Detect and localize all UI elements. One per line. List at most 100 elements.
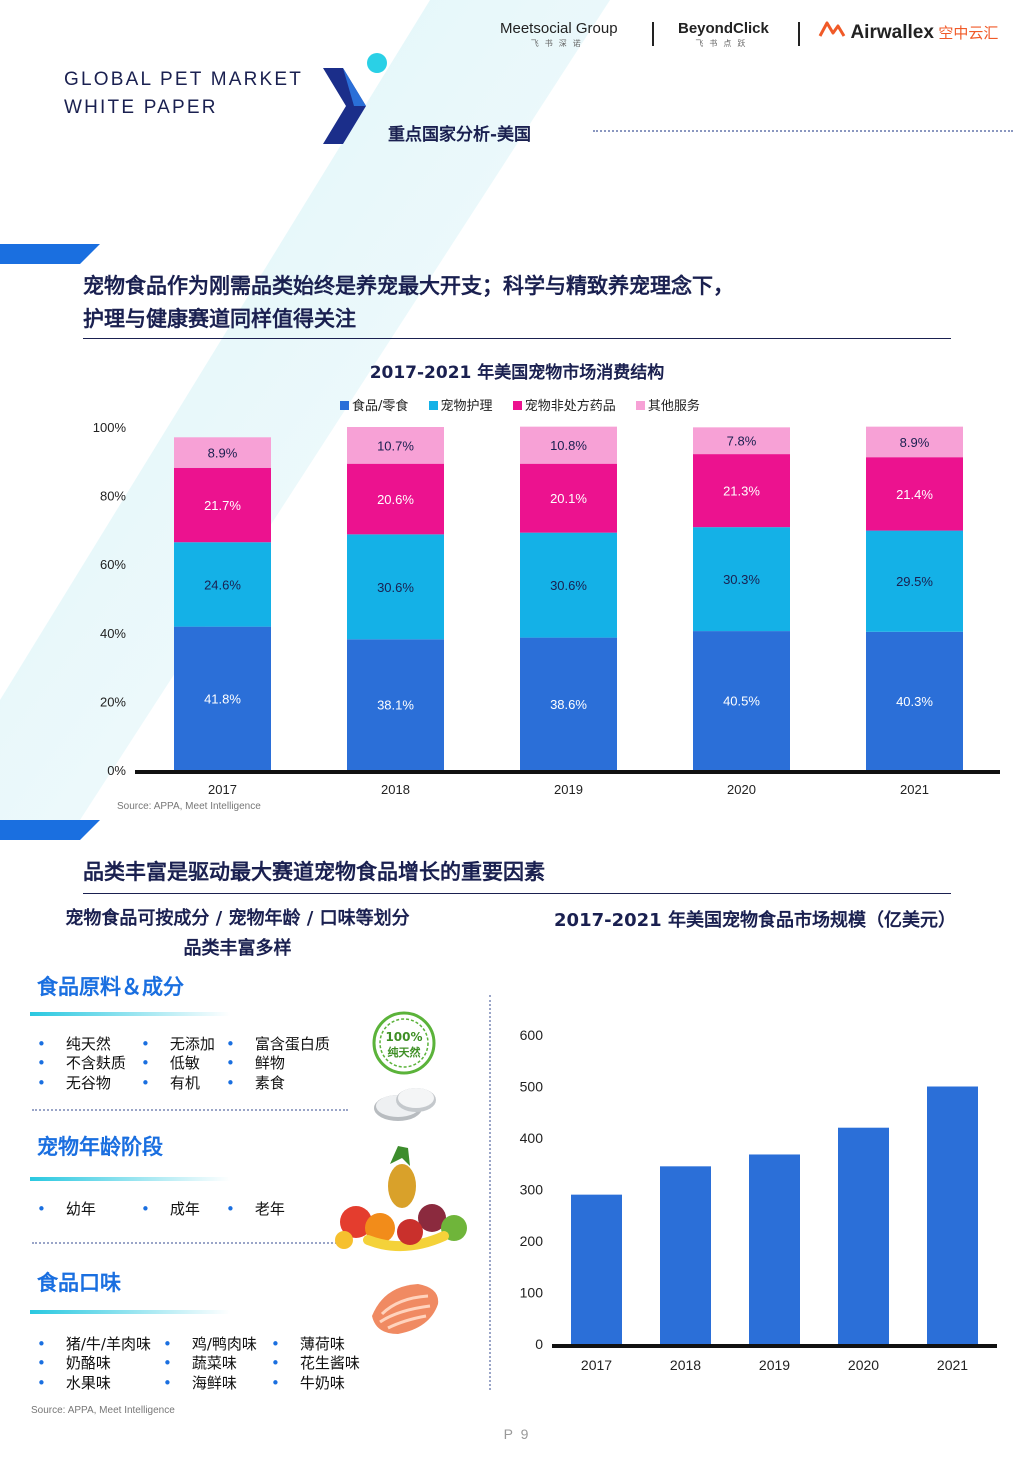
y-tick-label: 500 xyxy=(520,1079,544,1095)
bar xyxy=(749,1154,800,1344)
bar-segment xyxy=(174,437,271,468)
section-title: 重点国家分析-美国 xyxy=(388,125,532,145)
x-tick-label: 2020 xyxy=(727,782,756,797)
legend-swatch xyxy=(428,401,438,410)
data-label: 21.3% xyxy=(723,484,760,499)
x-tick-label: 2020 xyxy=(848,1357,879,1373)
fruit-pile-icon xyxy=(332,1142,474,1252)
bar-segment xyxy=(347,463,444,535)
chart1-title: 2017-2021 年美国宠物市场消费结构 xyxy=(369,363,665,383)
list-item: 无谷物 xyxy=(37,1073,111,1093)
x-axis-line xyxy=(135,770,1000,774)
panel-divider xyxy=(489,995,491,1390)
legend-item-other: 其他服务 xyxy=(635,395,700,414)
category-underline xyxy=(30,1012,230,1016)
bar-segment xyxy=(693,454,790,528)
section1-headline: 宠物食品作为刚需品类始终是养宠最大开支；科学与精致养宠理念下， 护理与健康赛道同… xyxy=(83,270,734,336)
y-tick-label: 100% xyxy=(93,420,127,435)
bar-segment xyxy=(520,532,617,638)
brand-divider xyxy=(798,22,800,46)
category-title-flavor: 食品口味 xyxy=(37,1271,121,1295)
category-underline xyxy=(30,1310,230,1314)
bar-segment xyxy=(866,426,963,458)
bar-segment xyxy=(693,631,790,770)
bar-segment xyxy=(520,637,617,770)
legend-item-care: 宠物护理 xyxy=(428,395,493,414)
list-item: 猪/牛/羊肉味 xyxy=(37,1334,151,1354)
legend-swatch xyxy=(635,401,645,410)
y-tick-label: 300 xyxy=(520,1182,544,1198)
bar xyxy=(927,1086,978,1344)
left-panel-title: 宠物食品可按成分 / 宠物年龄 / 口味等划分 品类丰富多样 xyxy=(30,904,445,964)
brand-divider xyxy=(652,22,654,46)
data-label: 41.8% xyxy=(204,691,241,706)
bar-segment xyxy=(693,427,790,455)
bar-segment xyxy=(520,426,617,464)
section-divider xyxy=(83,893,951,894)
brand-name: Airwallex xyxy=(850,22,934,43)
data-label: 40.5% xyxy=(723,694,760,709)
bar-segment xyxy=(866,457,963,531)
fish-slice-icon xyxy=(372,1082,438,1124)
data-label: 21.7% xyxy=(204,498,241,513)
legend-swatch xyxy=(340,401,349,410)
headline-line1: 宠物食品作为刚需品类始终是养宠最大开支；科学与精致养宠理念下， xyxy=(83,274,734,298)
page-number: P 9 xyxy=(503,1426,531,1442)
list-item: 无添加 xyxy=(141,1034,215,1054)
y-tick-label: 400 xyxy=(520,1130,544,1146)
data-label: 10.7% xyxy=(377,438,414,453)
x-tick-label: 2021 xyxy=(937,1357,968,1373)
data-label: 30.6% xyxy=(377,580,414,595)
category-title-age: 宠物年龄阶段 xyxy=(37,1135,163,1159)
dotted-separator xyxy=(32,1242,348,1244)
left-title-line2: 品类丰富多样 xyxy=(183,938,292,959)
x-tick-label: 2021 xyxy=(900,782,929,797)
section-divider xyxy=(83,338,951,339)
bar xyxy=(838,1127,889,1344)
badge-text-2: 纯天然 xyxy=(388,1045,421,1059)
y-tick-label: 40% xyxy=(100,626,126,641)
bar-segment xyxy=(347,534,444,640)
dotted-separator xyxy=(32,1109,348,1111)
list-item: 海鲜味 xyxy=(163,1373,237,1393)
y-tick-label: 200 xyxy=(520,1233,544,1249)
bar-segment xyxy=(693,527,790,632)
left-title-line1: 宠物食品可按成分 / 宠物年龄 / 口味等划分 xyxy=(65,908,410,929)
y-tick-label: 600 xyxy=(520,1027,544,1043)
section2-headline: 品类丰富是驱动最大赛道宠物食品增长的重要因素 xyxy=(83,860,545,884)
y-tick-label: 0% xyxy=(107,763,126,778)
brand-sub: 飞书深诺 xyxy=(530,39,587,48)
list-item: 不含麸质 xyxy=(37,1053,126,1073)
bar-segment xyxy=(520,463,617,533)
accent-bar xyxy=(0,820,100,840)
chart2-bar: 0 100 200 300 400 500 600 2017 2018 2019 2020 2021 xyxy=(520,1027,997,1373)
legend-swatch xyxy=(512,401,522,410)
chevron-logo-icon xyxy=(323,53,387,144)
chart1-legend: 食品/零食 宠物护理 宠物非处方药品 其他服务 xyxy=(340,395,716,414)
data-label: 38.1% xyxy=(377,698,414,713)
legend-item-medicine: 宠物非处方药品 xyxy=(512,395,616,414)
data-label: 21.4% xyxy=(896,487,933,502)
data-label: 8.9% xyxy=(208,446,238,461)
y-tick-label: 80% xyxy=(100,489,126,504)
brand-meetsocial: Meetsocial Group 飞书深诺 xyxy=(500,20,618,49)
list-item: 蔬菜味 xyxy=(163,1353,237,1373)
list-item: 幼年 xyxy=(37,1199,96,1219)
list-item: 奶酪味 xyxy=(37,1353,111,1373)
y-tick-label: 60% xyxy=(100,557,126,572)
list-item: 老年 xyxy=(226,1199,285,1219)
list-item: 鸡/鸭肉味 xyxy=(163,1334,257,1354)
list-item: 花生酱味 xyxy=(271,1353,360,1373)
brand-airwallex: Airwallex 空中云汇 xyxy=(818,20,998,44)
data-label: 30.3% xyxy=(723,572,760,587)
brand-beyondclick: BeyondClick 飞书点跃 xyxy=(678,20,769,49)
legend-label: 宠物护理 xyxy=(440,399,493,414)
list-item: 薄荷味 xyxy=(271,1334,345,1354)
source-note: Source: APPA, Meet Intelligence xyxy=(31,1405,175,1416)
data-label: 7.8% xyxy=(727,434,757,449)
y-tick-label: 20% xyxy=(100,694,126,709)
list-item: 牛奶味 xyxy=(271,1373,345,1393)
natural-badge-icon: 100% 纯天然 xyxy=(372,1011,436,1075)
x-tick-label: 2017 xyxy=(208,782,237,797)
list-item: 富含蛋白质 xyxy=(226,1034,330,1054)
